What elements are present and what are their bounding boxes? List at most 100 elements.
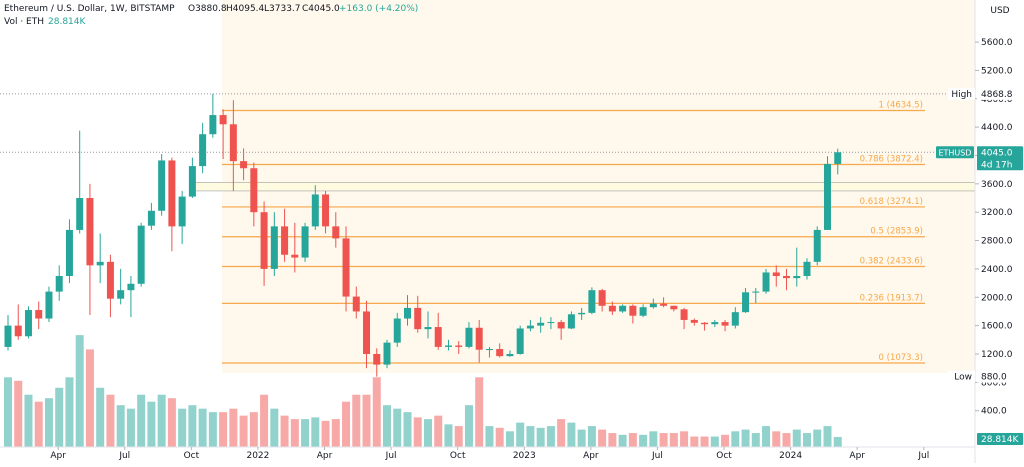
volume-bar bbox=[587, 426, 596, 447]
high-badge-label: 4868.8 bbox=[981, 90, 1013, 100]
y-tick-label: 4400.0 bbox=[981, 123, 1013, 133]
candle-body bbox=[598, 290, 606, 306]
high-tag bbox=[948, 87, 975, 100]
fib-label: 0.5 (2853.9) bbox=[870, 227, 923, 237]
candle-body bbox=[281, 226, 289, 255]
volume-bar bbox=[823, 426, 832, 447]
volume-bar bbox=[721, 434, 730, 447]
candle-body bbox=[270, 226, 278, 269]
volume-bar bbox=[393, 408, 402, 447]
volume-bar bbox=[628, 433, 637, 447]
candle-body bbox=[168, 160, 176, 227]
volume-bar bbox=[546, 426, 555, 447]
low-tag-label: Low bbox=[954, 373, 972, 383]
fib-label: 0 (1073.3) bbox=[879, 353, 923, 363]
candle-body bbox=[731, 312, 739, 326]
candle-body bbox=[240, 161, 248, 169]
x-tick-label: Oct bbox=[716, 451, 732, 461]
volume-bar bbox=[321, 420, 330, 447]
volume-bar bbox=[577, 429, 586, 447]
x-tick-label: Jul bbox=[917, 451, 929, 461]
candle-body bbox=[86, 198, 94, 266]
volume-bar bbox=[34, 401, 43, 447]
volume-bar bbox=[813, 429, 822, 447]
y-tick-label: 1200.0 bbox=[981, 350, 1013, 360]
candle-body bbox=[783, 275, 791, 279]
candle-body bbox=[619, 305, 627, 312]
x-tick-label: Jul bbox=[651, 451, 663, 461]
x-tick-label: Apr bbox=[583, 451, 599, 461]
volume-bar bbox=[362, 394, 371, 447]
fib-label: 0.382 (2433.6) bbox=[860, 257, 923, 267]
volume-bar bbox=[249, 412, 258, 447]
volume-bar bbox=[167, 398, 176, 447]
candle-body bbox=[547, 322, 555, 324]
y-tick-label: 1600.0 bbox=[981, 322, 1013, 332]
volume-bar bbox=[731, 431, 740, 447]
volume-bar bbox=[598, 429, 607, 447]
volume-value: 28.814K bbox=[48, 17, 86, 27]
candle-body bbox=[229, 124, 237, 162]
volume-bar bbox=[803, 433, 812, 447]
x-tick-label: 2022 bbox=[246, 451, 269, 461]
candle-body bbox=[352, 296, 360, 312]
candle-body bbox=[516, 328, 524, 354]
volume-bar bbox=[762, 426, 771, 447]
low-badge-label: 880.0 bbox=[981, 373, 1007, 383]
currency: USD bbox=[990, 6, 1009, 16]
fib-label: 0.236 (1913.7) bbox=[860, 293, 923, 303]
y-tick-label: 2000.0 bbox=[981, 293, 1013, 303]
y-tick-label: 3200.0 bbox=[981, 208, 1013, 218]
fib-label: 1 (4634.5) bbox=[879, 100, 923, 110]
volume-bar bbox=[239, 415, 248, 447]
y-tick-label: 3600.0 bbox=[981, 180, 1013, 190]
volume-bar bbox=[567, 422, 576, 447]
candle-body bbox=[680, 309, 688, 320]
countdown: 4d 17h bbox=[981, 160, 1012, 170]
volume-bar bbox=[106, 394, 115, 447]
y-tick-label: 800.0 bbox=[981, 378, 1007, 388]
candle-body bbox=[629, 305, 637, 316]
x-tick-label: Apr bbox=[849, 451, 865, 461]
candle-body bbox=[24, 310, 32, 337]
volume-bar bbox=[157, 394, 166, 447]
candle-body bbox=[649, 303, 657, 308]
x-tick-label: Jul bbox=[118, 451, 130, 461]
candle-body bbox=[250, 168, 258, 213]
volume-bar bbox=[639, 434, 648, 447]
candle-body bbox=[65, 229, 73, 276]
low-badge bbox=[977, 370, 1023, 383]
low-tag bbox=[948, 370, 975, 383]
volume-bar bbox=[188, 405, 197, 447]
candle-body bbox=[721, 322, 729, 326]
symbol-tag-label: ETHUSD bbox=[938, 148, 971, 157]
volume-bar bbox=[710, 436, 719, 447]
volume-bar bbox=[475, 377, 484, 447]
candle-body bbox=[485, 349, 493, 351]
candle-body bbox=[45, 291, 53, 319]
volume-bar bbox=[792, 429, 801, 447]
volume-bar bbox=[516, 422, 525, 447]
volume-badge-label: 28.814K bbox=[981, 435, 1019, 445]
candle-body bbox=[711, 322, 719, 325]
volume-bar bbox=[782, 433, 791, 447]
y-tick-label: 5600.0 bbox=[981, 38, 1013, 48]
volume-bar bbox=[690, 436, 699, 447]
candle-body bbox=[526, 325, 534, 329]
volume-bar bbox=[772, 431, 781, 447]
candle-body bbox=[465, 327, 473, 347]
zone bbox=[194, 182, 976, 192]
candle-body bbox=[813, 229, 821, 262]
volume-bar bbox=[454, 426, 463, 447]
candle-body bbox=[670, 305, 678, 310]
volume-badge bbox=[977, 433, 1023, 445]
volume-bar bbox=[485, 426, 494, 447]
candle-body bbox=[147, 210, 155, 226]
candle-body bbox=[4, 325, 12, 347]
symbol-tag bbox=[936, 146, 974, 159]
volume-bar bbox=[383, 405, 392, 447]
candle-body bbox=[14, 325, 22, 337]
volume-bar bbox=[526, 426, 535, 447]
candle-body bbox=[424, 327, 432, 330]
